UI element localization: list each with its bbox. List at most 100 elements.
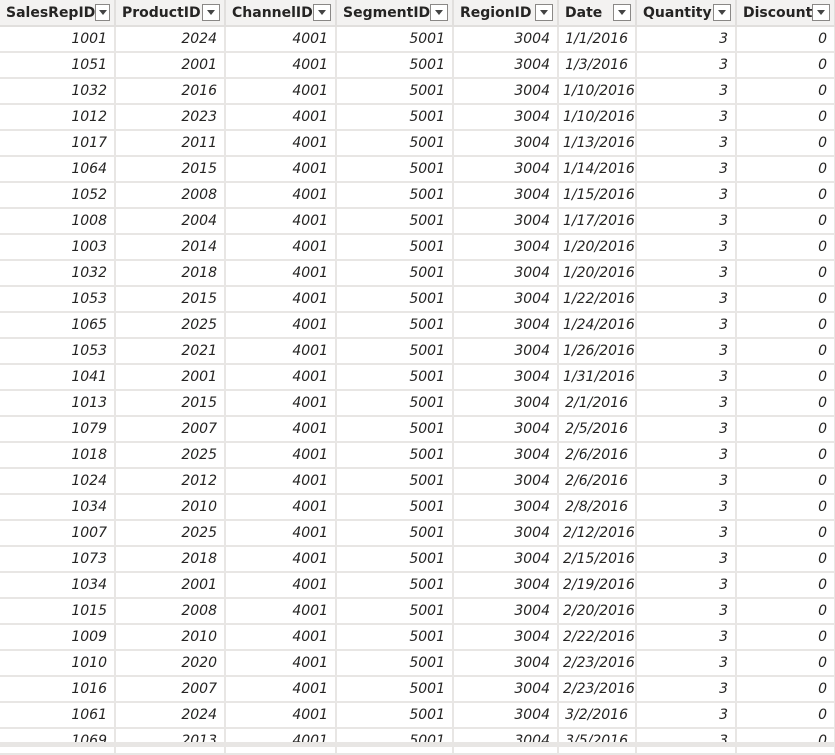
column-header-regionid[interactable]: RegionID — [453, 0, 559, 27]
cell-quantity: 3 — [636, 416, 737, 443]
column-header-label: Quantity — [643, 4, 712, 21]
cell-regionid: 3004 — [453, 208, 559, 235]
cell-discount: 0 — [736, 156, 835, 183]
cell-salesrepid: 1079 — [0, 416, 116, 443]
cell-regionid: 3004 — [453, 520, 559, 547]
cell-segmentid: 5001 — [336, 208, 454, 235]
cell-productid: 2024 — [115, 26, 226, 53]
column-header-segmentid[interactable]: SegmentID — [336, 0, 454, 27]
cell-productid: 2010 — [115, 624, 226, 651]
table-row: 1016 2007 4001 5001 3004 2/23/2016 3 0 — [0, 676, 835, 703]
cell-productid: 2008 — [115, 598, 226, 625]
cell-productid: 2018 — [115, 260, 226, 287]
cell-productid: 2018 — [115, 546, 226, 573]
cell-quantity: 3 — [636, 78, 737, 105]
filter-dropdown-button[interactable] — [535, 4, 553, 21]
cell-regionid: 3004 — [453, 338, 559, 365]
cell-segmentid: 5001 — [336, 234, 454, 261]
column-header-label: SalesRepID — [6, 4, 96, 21]
column-header-productid[interactable]: ProductID — [115, 0, 226, 27]
cell-salesrepid: 1032 — [0, 260, 116, 287]
cell-regionid: 3004 — [453, 312, 559, 339]
horizontal-scrollbar[interactable] — [0, 742, 835, 747]
cell-quantity: 3 — [636, 572, 737, 599]
table-row: 1051 2001 4001 5001 3004 1/3/2016 3 0 — [0, 52, 835, 79]
cell-quantity: 3 — [636, 338, 737, 365]
table-row: 1052 2008 4001 5001 3004 1/15/2016 3 0 — [0, 182, 835, 209]
column-header-label: Discount — [743, 4, 813, 21]
column-header-salesrepid[interactable]: SalesRepID — [0, 0, 116, 27]
chevron-down-icon — [98, 10, 107, 15]
cell-segmentid: 5001 — [336, 572, 454, 599]
cell-salesrepid: 1001 — [0, 26, 116, 53]
cell-date: 1/3/2016 — [558, 52, 637, 79]
cell-date: 2/5/2016 — [558, 416, 637, 443]
chevron-down-icon — [618, 10, 626, 15]
filter-dropdown-button[interactable] — [713, 4, 731, 21]
cell-quantity: 3 — [636, 130, 737, 157]
cell-regionid: 3004 — [453, 234, 559, 261]
table-row: 1010 2020 4001 5001 3004 2/23/2016 3 0 — [0, 650, 835, 677]
filter-dropdown-button[interactable] — [202, 4, 220, 21]
cell-regionid: 3004 — [453, 442, 559, 469]
table-row: 1017 2011 4001 5001 3004 1/13/2016 3 0 — [0, 130, 835, 157]
filter-dropdown-button[interactable] — [613, 4, 631, 21]
cell-channelid: 4001 — [225, 78, 337, 105]
cell-salesrepid: 1009 — [0, 624, 116, 651]
cell-discount: 0 — [736, 442, 835, 469]
cell-discount: 0 — [736, 702, 835, 729]
cell-channelid: 4001 — [225, 598, 337, 625]
column-header-quantity[interactable]: Quantity — [636, 0, 737, 27]
cell-discount: 0 — [736, 260, 835, 287]
table-row: 1032 2018 4001 5001 3004 1/20/2016 3 0 — [0, 260, 835, 287]
cell-regionid: 3004 — [453, 130, 559, 157]
cell-salesrepid: 1007 — [0, 520, 116, 547]
cell-regionid: 3004 — [453, 26, 559, 53]
cell-segmentid: 5001 — [336, 546, 454, 573]
cell-salesrepid: 1034 — [0, 572, 116, 599]
cell-quantity: 3 — [636, 676, 737, 703]
cell-date: 2/12/2016 — [558, 520, 637, 547]
cell-regionid: 3004 — [453, 286, 559, 313]
cell-productid: 2007 — [115, 676, 226, 703]
cell-date: 2/22/2016 — [558, 624, 637, 651]
cell-quantity: 3 — [636, 52, 737, 79]
cell-segmentid: 5001 — [336, 390, 454, 417]
cell-regionid: 3004 — [453, 78, 559, 105]
cell-productid: 2023 — [115, 104, 226, 131]
cell-date: 1/17/2016 — [558, 208, 637, 235]
cell-regionid: 3004 — [453, 702, 559, 729]
filter-dropdown-button[interactable] — [812, 4, 830, 21]
cell-quantity: 3 — [636, 286, 737, 313]
cell-date: 2/19/2016 — [558, 572, 637, 599]
cell-date: 1/26/2016 — [558, 338, 637, 365]
column-header-discount[interactable]: Discount — [736, 0, 835, 27]
cell-discount: 0 — [736, 26, 835, 53]
cell-channelid: 4001 — [225, 546, 337, 573]
column-header-date[interactable]: Date — [558, 0, 637, 27]
cell-regionid: 3004 — [453, 416, 559, 443]
cell-segmentid: 5001 — [336, 650, 454, 677]
filter-dropdown-button[interactable] — [313, 4, 331, 21]
cell-segmentid: 5001 — [336, 312, 454, 339]
cell-quantity: 3 — [636, 364, 737, 391]
cell-productid: 2016 — [115, 78, 226, 105]
cell-date: 1/15/2016 — [558, 182, 637, 209]
cell-date: 1/13/2016 — [558, 130, 637, 157]
cell-regionid: 3004 — [453, 598, 559, 625]
cell-segmentid: 5001 — [336, 728, 454, 755]
cell-quantity: 3 — [636, 702, 737, 729]
filter-dropdown-button[interactable] — [430, 4, 448, 21]
table-row: 1024 2012 4001 5001 3004 2/6/2016 3 0 — [0, 468, 835, 495]
cell-segmentid: 5001 — [336, 104, 454, 131]
filter-dropdown-button[interactable] — [95, 4, 110, 21]
cell-salesrepid: 1064 — [0, 156, 116, 183]
column-header-channelid[interactable]: ChannelID — [225, 0, 337, 27]
cell-salesrepid: 1003 — [0, 234, 116, 261]
cell-channelid: 4001 — [225, 442, 337, 469]
cell-channelid: 4001 — [225, 104, 337, 131]
cell-segmentid: 5001 — [336, 286, 454, 313]
cell-discount: 0 — [736, 286, 835, 313]
cell-date: 1/31/2016 — [558, 364, 637, 391]
cell-salesrepid: 1018 — [0, 442, 116, 469]
